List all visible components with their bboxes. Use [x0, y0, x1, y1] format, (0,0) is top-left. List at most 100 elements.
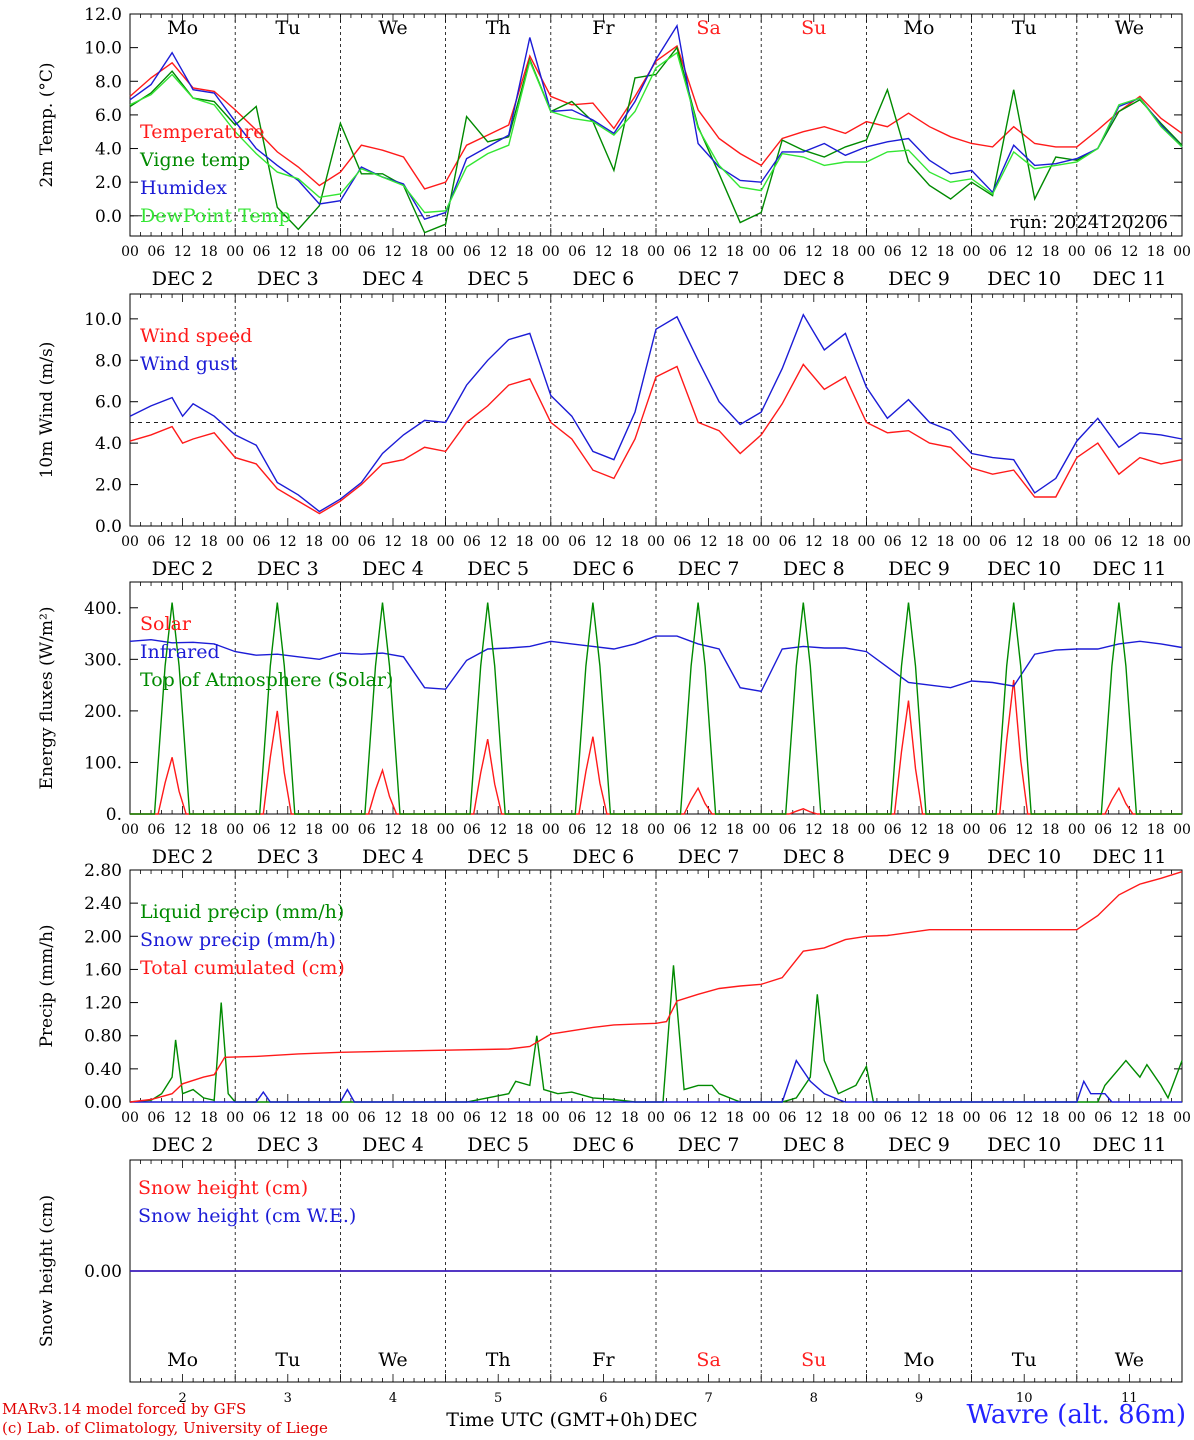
- hour-tick-label: 06: [568, 1110, 586, 1126]
- hour-tick-label: 06: [779, 822, 797, 838]
- y-tick-label: 200.: [84, 702, 122, 722]
- hour-tick-label: 12: [279, 1110, 297, 1126]
- hour-tick-label: 00: [121, 244, 139, 260]
- day-number: 7: [704, 1391, 712, 1406]
- hour-tick-label: 06: [673, 534, 691, 550]
- hour-tick-label: 18: [305, 244, 323, 260]
- legend-entry: Temperature: [140, 121, 264, 143]
- date-label: DEC 3: [257, 558, 319, 580]
- hour-tick-label: 00: [1173, 822, 1191, 838]
- hour-tick-label: 18: [1042, 244, 1060, 260]
- date-label: DEC 5: [467, 1134, 529, 1156]
- hour-tick-label: 18: [621, 244, 639, 260]
- series-dewpoint-temp: [129, 51, 1183, 214]
- date-label: DEC 4: [362, 268, 424, 290]
- hour-tick-label: 00: [647, 822, 665, 838]
- hour-tick-label: 00: [542, 822, 560, 838]
- day-name: Tu: [1012, 17, 1037, 39]
- hour-tick-label: 06: [884, 534, 902, 550]
- credit-line-1: MARv3.14 model forced by GFS: [2, 1400, 247, 1418]
- hour-tick-label: 18: [726, 1110, 744, 1126]
- y-tick-label: 12.0: [84, 5, 122, 25]
- date-label: DEC 5: [467, 268, 529, 290]
- hour-tick-label: 12: [279, 534, 297, 550]
- hour-tick-label: 00: [437, 1110, 455, 1126]
- hour-tick-label: 06: [1094, 822, 1112, 838]
- date-label: DEC 6: [573, 268, 635, 290]
- hour-tick-label: 18: [410, 534, 428, 550]
- y-tick-label: 6.0: [95, 393, 122, 413]
- hour-tick-label: 00: [647, 534, 665, 550]
- hour-tick-label: 00: [331, 244, 349, 260]
- hour-tick-label: 06: [1094, 1110, 1112, 1126]
- hour-tick-label: 00: [121, 1110, 139, 1126]
- hour-tick-label: 12: [910, 244, 928, 260]
- hour-tick-label: 18: [621, 822, 639, 838]
- hour-tick-label: 12: [489, 244, 507, 260]
- hour-tick-label: 06: [463, 534, 481, 550]
- y-tick-label: 0.00: [84, 1093, 122, 1113]
- hour-tick-label: 06: [779, 1110, 797, 1126]
- hour-tick-label: 00: [752, 1110, 770, 1126]
- legend-entry: DewPoint Temp: [140, 205, 291, 227]
- hour-tick-label: 06: [989, 534, 1007, 550]
- y-tick-label: 10.0: [84, 39, 122, 59]
- date-label: DEC 4: [362, 1134, 424, 1156]
- hour-tick-label: 18: [831, 534, 849, 550]
- legend-entry: Infrared: [140, 641, 220, 663]
- hour-tick-label: 12: [1120, 244, 1138, 260]
- hour-tick-label: 12: [594, 822, 612, 838]
- hour-tick-label: 00: [121, 822, 139, 838]
- hour-tick-label: 12: [1015, 1110, 1033, 1126]
- y-axis-title: 2m Temp. (°C): [37, 62, 57, 187]
- legend-entry: Snow height (cm): [138, 1177, 308, 1199]
- hour-tick-label: 18: [200, 822, 218, 838]
- date-label: DEC 6: [573, 1134, 635, 1156]
- date-label: DEC 7: [678, 1134, 740, 1156]
- hour-tick-label: 18: [726, 244, 744, 260]
- hour-tick-label: 06: [568, 534, 586, 550]
- hour-tick-label: 12: [174, 534, 192, 550]
- hour-tick-label: 00: [542, 534, 560, 550]
- day-name-bottom: Sa: [696, 1349, 720, 1371]
- series-infrared: [129, 635, 1183, 693]
- legend-entry: Wind gust: [140, 353, 238, 375]
- hour-tick-label: 18: [1042, 822, 1060, 838]
- y-axis-title: Snow height (cm): [37, 1195, 57, 1347]
- hour-tick-label: 00: [437, 822, 455, 838]
- date-label: DEC 2: [152, 846, 214, 868]
- y-axis-title: Energy fluxes (W/m²): [37, 607, 57, 790]
- hour-tick-label: 18: [516, 244, 534, 260]
- y-tick-label: 400.: [84, 599, 122, 619]
- day-name-bottom: Th: [486, 1349, 511, 1371]
- hour-tick-label: 18: [936, 244, 954, 260]
- hour-tick-label: 00: [437, 244, 455, 260]
- hour-tick-label: 00: [1068, 534, 1086, 550]
- hour-tick-label: 18: [621, 1110, 639, 1126]
- y-tick-label: 2.80: [84, 861, 122, 881]
- y-tick-label: 100.: [84, 753, 122, 773]
- hour-tick-label: 06: [884, 1110, 902, 1126]
- hour-tick-label: 00: [121, 534, 139, 550]
- hour-tick-label: 18: [726, 822, 744, 838]
- station-name: Wavre (alt. 86m): [966, 1400, 1186, 1430]
- hour-tick-label: 18: [305, 534, 323, 550]
- hour-tick-label: 00: [331, 1110, 349, 1126]
- hour-tick-label: 12: [489, 1110, 507, 1126]
- hour-tick-label: 00: [647, 244, 665, 260]
- day-name: Tu: [275, 17, 300, 39]
- date-label: DEC 10: [987, 268, 1061, 290]
- hour-tick-label: 00: [752, 244, 770, 260]
- hour-tick-label: 06: [779, 534, 797, 550]
- hour-tick-label: 12: [700, 1110, 718, 1126]
- hour-tick-label: 00: [752, 534, 770, 550]
- hour-tick-label: 00: [226, 1110, 244, 1126]
- hour-tick-label: 00: [437, 534, 455, 550]
- x-axis-month: DEC: [654, 1409, 698, 1431]
- hour-tick-label: 18: [831, 244, 849, 260]
- credit-line-2: (c) Lab. of Climatology, University of L…: [2, 1419, 328, 1437]
- date-label: DEC 8: [783, 1134, 845, 1156]
- series-wind-gust: [129, 313, 1183, 513]
- hour-tick-label: 12: [910, 534, 928, 550]
